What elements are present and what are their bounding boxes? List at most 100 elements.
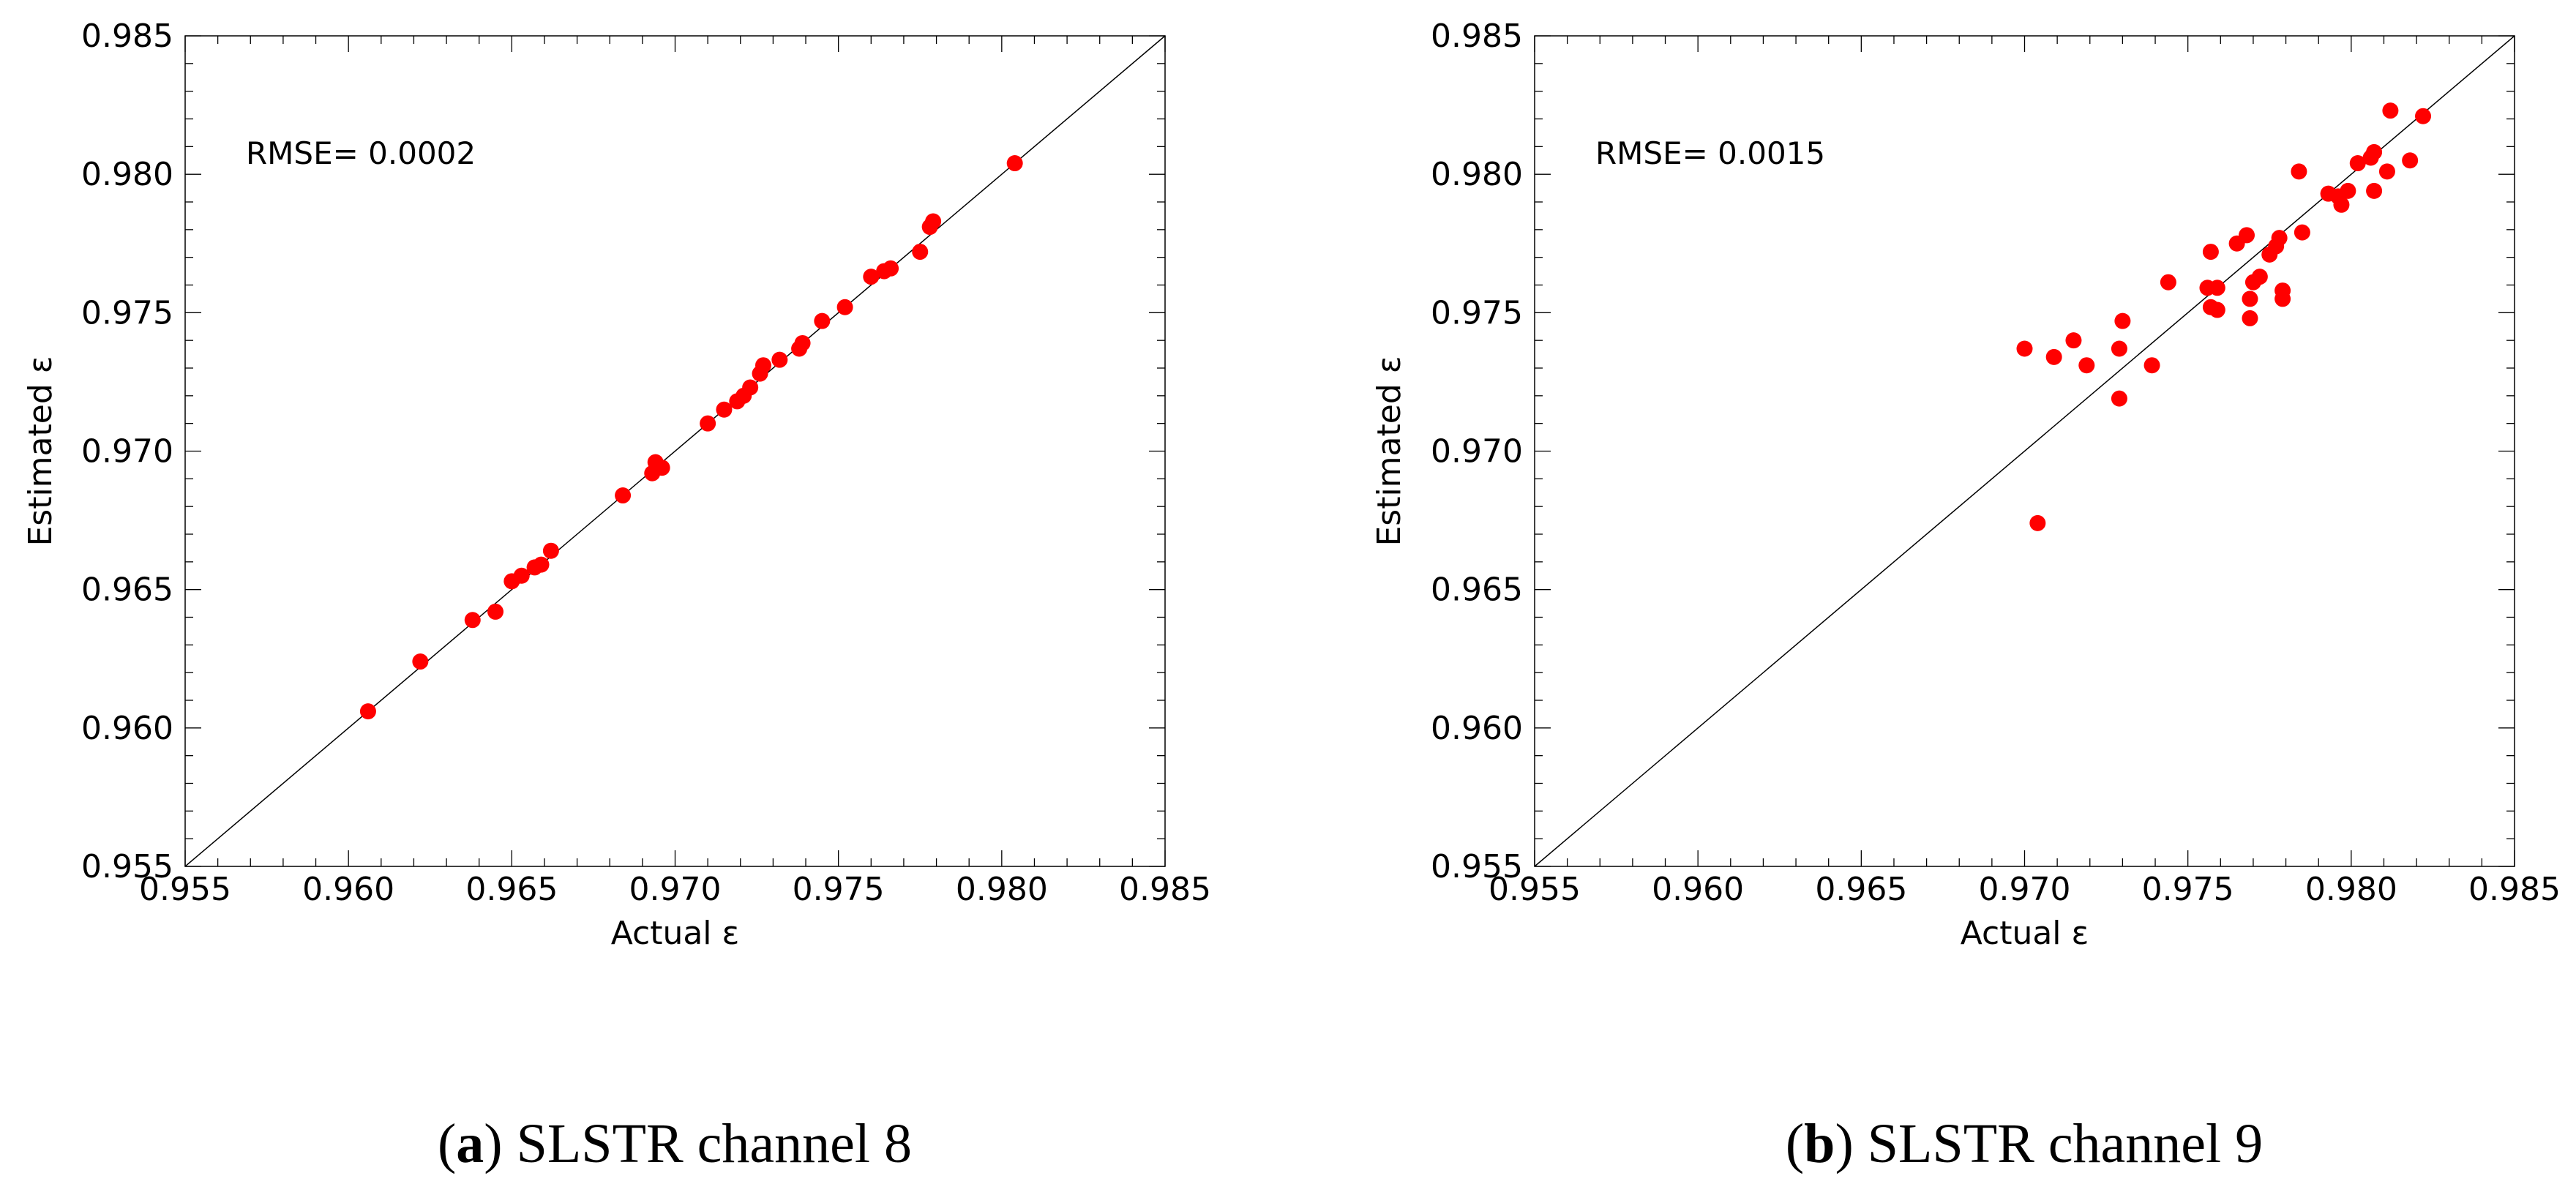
data-point: [883, 260, 899, 277]
data-point: [2291, 163, 2307, 180]
data-point: [716, 401, 733, 418]
y-tick-label: 0.960: [1431, 710, 1523, 747]
x-tick-label: 0.985: [2468, 871, 2561, 908]
data-point: [513, 567, 530, 584]
x-axis-label: Actual ε: [611, 915, 740, 952]
data-point: [359, 703, 376, 720]
data-point: [542, 542, 559, 559]
x-tick-label: 0.985: [1119, 871, 1211, 908]
data-point: [863, 269, 880, 285]
data-point: [2209, 301, 2225, 318]
data-point: [2111, 390, 2127, 407]
x-tick-label: 0.980: [2305, 871, 2397, 908]
data-point: [2160, 274, 2176, 291]
data-point: [2045, 348, 2062, 365]
data-point: [2143, 357, 2160, 374]
data-point: [2294, 224, 2310, 241]
data-point: [2366, 143, 2383, 160]
y-tick-label: 0.960: [81, 710, 173, 747]
data-point: [771, 351, 788, 368]
x-tick-label: 0.965: [465, 871, 558, 908]
data-point: [2078, 357, 2095, 374]
y-tick-label: 0.965: [81, 571, 173, 609]
y-tick-label: 0.970: [1431, 433, 1523, 471]
x-axis-label: Actual ε: [1961, 915, 2089, 952]
data-point: [2242, 291, 2258, 307]
y-tick-label: 0.965: [1431, 571, 1523, 609]
data-point: [814, 312, 831, 329]
y-tick-label: 0.980: [81, 156, 173, 193]
panel-caption: (b) SLSTR channel 9: [1786, 1113, 2263, 1174]
y-tick-label: 0.955: [81, 848, 173, 885]
caption-text: SLSTR channel 8: [517, 1113, 912, 1174]
y-tick-label: 0.985: [81, 18, 173, 55]
one-to-one-line: [184, 35, 1166, 867]
data-point: [836, 299, 853, 315]
data-point: [615, 487, 632, 504]
y-tick-label: 0.975: [1431, 294, 1523, 331]
data-point: [2242, 310, 2258, 326]
data-point: [2366, 182, 2383, 199]
y-axis-label: Estimated ε: [22, 356, 59, 546]
data-point: [2378, 163, 2395, 180]
data-point: [755, 357, 772, 374]
data-point: [2209, 280, 2225, 296]
data-point: [464, 612, 481, 629]
x-tick-label: 0.955: [1489, 871, 1581, 908]
data-point: [412, 653, 429, 670]
data-point: [1006, 155, 1023, 172]
data-point: [2382, 102, 2399, 119]
caption-paren-open: (: [1786, 1113, 1804, 1174]
caption-paren-close: ): [1835, 1113, 1867, 1174]
rmse-annotation: RMSE= 0.0015: [1595, 135, 1825, 171]
x-tick-label: 0.970: [629, 871, 722, 908]
data-point: [654, 460, 670, 476]
data-point: [2251, 269, 2268, 285]
data-point: [2016, 340, 2033, 357]
data-point: [487, 603, 504, 620]
data-point: [2111, 340, 2127, 357]
data-point: [700, 415, 716, 432]
data-point: [2349, 155, 2366, 172]
one-to-one-line: [1534, 35, 2515, 867]
data-point: [742, 379, 759, 396]
data-point: [2274, 282, 2291, 299]
y-tick-label: 0.975: [81, 294, 173, 331]
x-tick-label: 0.975: [2142, 871, 2234, 908]
data-point: [2202, 244, 2219, 261]
data-point: [925, 213, 942, 230]
panel-letter: a: [456, 1113, 484, 1174]
data-point: [2415, 108, 2432, 124]
y-tick-label: 0.985: [1431, 18, 1523, 55]
data-point: [2271, 230, 2288, 247]
data-point: [533, 556, 550, 573]
panel-b-scatter: 0.955 0.960 0.965 0.970 0.975 0.980 0.985 0.955…: [1371, 18, 2561, 1174]
x-tick-label: 0.955: [139, 871, 231, 908]
x-tick-label: 0.960: [302, 871, 394, 908]
data-point: [2114, 312, 2131, 329]
y-tick-label: 0.955: [1431, 848, 1523, 885]
x-tick-label: 0.960: [1652, 871, 1744, 908]
data-point: [2333, 196, 2350, 213]
rmse-annotation: RMSE= 0.0002: [246, 135, 476, 171]
data-point: [912, 244, 929, 261]
panel-a-scatter: 0.955 0.960 0.965 0.970 0.975 0.980 0.985 0.955…: [22, 18, 1211, 1174]
data-point: [2065, 332, 2082, 349]
data-point: [2029, 514, 2046, 531]
panel-letter: b: [1804, 1113, 1835, 1174]
y-axis-label: Estimated ε: [1371, 356, 1408, 546]
caption-text: SLSTR channel 9: [1868, 1113, 2263, 1174]
caption-paren-open: (: [438, 1113, 456, 1174]
data-point: [2239, 227, 2255, 244]
x-tick-label: 0.980: [956, 871, 1048, 908]
data-point: [2340, 182, 2356, 199]
y-tick-label: 0.970: [81, 433, 173, 471]
caption-paren-close: ): [484, 1113, 516, 1174]
panel-caption: (a) SLSTR channel 8: [438, 1113, 912, 1174]
data-point: [794, 334, 811, 351]
data-point: [2402, 152, 2419, 169]
x-tick-label: 0.965: [1815, 871, 1907, 908]
y-tick-label: 0.980: [1431, 156, 1523, 193]
x-tick-label: 0.970: [1979, 871, 2071, 908]
